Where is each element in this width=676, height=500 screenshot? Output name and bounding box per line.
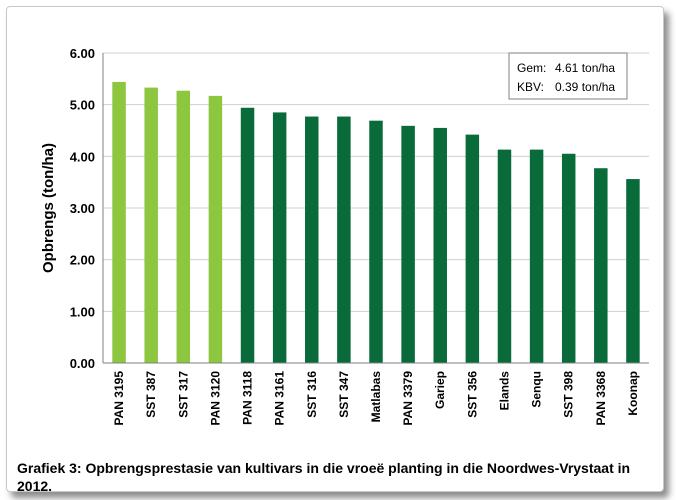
y-axis-label: Opbrengs (ton/ha) — [40, 143, 57, 273]
y-tick-label: 3.00 — [70, 201, 95, 216]
x-tick-label: SST 398 — [562, 371, 576, 418]
x-tick-label: PAN 3379 — [401, 371, 415, 426]
bar — [144, 87, 158, 363]
axes — [102, 53, 649, 364]
x-tick-label: Senqu — [530, 371, 544, 408]
x-tick-label: SST 387 — [144, 371, 158, 418]
y-tick-label: 1.00 — [70, 304, 95, 319]
mean-value: 4.61 ton/ha — [555, 61, 615, 75]
bar — [240, 107, 255, 364]
x-tick-label: PAN 3118 — [241, 371, 255, 425]
y-tick-labels: 0.00 1.00 2.00 3.00 4.00 5.00 6.00 — [70, 46, 95, 371]
bar — [465, 134, 480, 363]
x-tick-label: PAN 3161 — [273, 371, 287, 426]
bars — [112, 81, 640, 364]
bar — [176, 90, 191, 363]
x-tick-label: Matlabas — [369, 371, 383, 423]
y-tick-label: 0.00 — [70, 356, 95, 371]
x-tick-label: Koonap — [626, 371, 640, 416]
mean-label: Gem: — [517, 61, 546, 75]
y-tick-label: 5.00 — [70, 98, 95, 113]
bar — [305, 116, 319, 363]
lsd-label: KBV: — [517, 80, 544, 94]
x-tick-label: PAN 3368 — [594, 371, 608, 426]
bar — [112, 81, 126, 363]
bar — [401, 125, 415, 363]
bar — [272, 112, 287, 364]
bar — [497, 149, 512, 363]
x-tick-label: Gariep — [433, 371, 447, 409]
bar — [529, 149, 544, 363]
x-tick-label: PAN 3120 — [208, 371, 222, 426]
bar — [208, 95, 223, 363]
bar — [337, 116, 351, 363]
y-tick-label: 6.00 — [70, 46, 95, 61]
x-tick-label: PAN 3195 — [112, 371, 126, 426]
y-tick-label: 4.00 — [70, 149, 95, 164]
chart-svg: 0.00 1.00 2.00 3.00 4.00 5.00 6.00 PAN 3195 SST… — [40, 46, 649, 426]
bar — [626, 179, 640, 363]
bar — [561, 153, 576, 363]
y-tick-label: 2.00 — [70, 253, 95, 268]
figure-caption: Grafiek 3: Opbrengsprestasie van kultiva… — [17, 460, 631, 494]
lsd-value: 0.39 ton/ha — [555, 80, 615, 94]
x-tick-labels: PAN 3195 SST 387 SST 317 PAN 3120 PAN 3118 PA… — [112, 371, 640, 426]
x-tick-label: Elands — [497, 371, 511, 411]
stats-box: Gem: 4.61 ton/ha KBV: 0.39 ton/ha — [508, 52, 628, 100]
chart: 0.00 1.00 2.00 3.00 4.00 5.00 6.00 PAN 3195 SST… — [17, 19, 667, 449]
bar — [369, 120, 383, 363]
x-tick-label: SST 347 — [337, 371, 351, 418]
bar — [594, 168, 608, 363]
bar — [433, 127, 447, 364]
x-tick-label: SST 316 — [305, 371, 319, 418]
x-tick-label: SST 317 — [176, 371, 190, 418]
chart-frame: 0.00 1.00 2.00 3.00 4.00 5.00 6.00 PAN 3195 SST… — [6, 6, 667, 494]
x-tick-label: SST 356 — [465, 371, 479, 418]
